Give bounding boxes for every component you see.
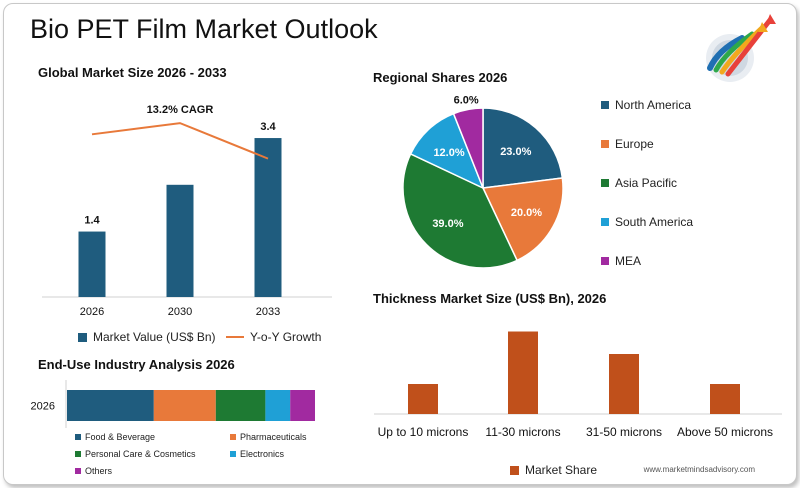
legend-swatch — [75, 434, 81, 440]
legend-label: Asia Pacific — [615, 176, 678, 190]
legend-swatch — [230, 451, 236, 457]
annotation-cagr: 13.2% CAGR — [147, 104, 214, 116]
segment-pharmaceuticals — [153, 390, 216, 421]
thickness-title: Thickness Market Size (US$ Bn), 2026 — [373, 291, 607, 306]
market-size-title: Global Market Size 2026 - 2033 — [38, 65, 227, 80]
legend-label-market-value: Market Value (US$ Bn) — [93, 330, 216, 344]
pie-label-south-america: 12.0% — [433, 147, 464, 159]
legend-label: South America — [615, 215, 694, 229]
x-tick-thickness-2: 31-50 microns — [586, 425, 662, 439]
legend-swatch-yoy-growth — [226, 336, 244, 338]
x-tick-2030: 2030 — [168, 306, 192, 318]
legend-label-yoy-growth: Y-o-Y Growth — [250, 330, 322, 344]
legend-europe: Europe — [601, 137, 654, 151]
page-title: Bio PET Film Market Outlook — [30, 14, 378, 44]
bar-market-value-2026 — [78, 231, 106, 297]
bar-market-value-2033 — [254, 138, 282, 297]
bar-market-value-2030 — [166, 184, 194, 297]
legend-mea: MEA — [601, 254, 641, 268]
legend-swatch — [601, 257, 609, 265]
segment-others — [290, 390, 315, 421]
pie-slice-europe — [481, 177, 564, 262]
legend-yoy-growth: Y-o-Y Growth — [226, 330, 321, 344]
legend-label: Food & Beverage — [85, 432, 156, 442]
thickness-chart: Up to 10 microns 11-30 microns 31-50 micro… — [374, 331, 782, 439]
x-tick-2026: 2026 — [80, 306, 104, 318]
legend-label: MEA — [615, 254, 642, 268]
segment-personal-care-cosmetics — [215, 390, 266, 421]
legend-market-share: Market Share — [510, 463, 597, 477]
pie-slice-south-america — [409, 112, 485, 190]
x-tick-thickness-0: Up to 10 microns — [378, 425, 469, 439]
pie-label-europe: 20.0% — [511, 207, 542, 219]
y-tick-2026: 2026 — [31, 401, 55, 413]
legend-asia-pacific: Asia Pacific — [601, 176, 677, 190]
bar-thickness-0 — [408, 384, 438, 414]
legend-swatch-market-share — [510, 465, 519, 475]
legend-swatch — [601, 218, 609, 226]
legend-swatch — [75, 451, 81, 457]
legend-swatch — [601, 140, 609, 148]
pie-slice-asia-pacific — [402, 152, 519, 269]
regional-shares-pie: 23.0% 20.0% 39.0% 12.0% 6.0% — [402, 95, 564, 269]
x-tick-2033: 2033 — [256, 306, 280, 318]
legend-label: Europe — [615, 137, 654, 151]
bar-thickness-2 — [609, 354, 639, 414]
legend-pharmaceuticals: Pharmaceuticals — [230, 432, 307, 442]
legend-swatch — [230, 434, 236, 440]
legend-swatch — [601, 179, 609, 187]
legend-label: Personal Care & Cosmetics — [85, 449, 196, 459]
bar-thickness-1 — [508, 331, 538, 414]
legend-south-america: South America — [601, 215, 693, 229]
segment-electronics — [265, 390, 291, 421]
end-use-chart: 2026 — [31, 380, 315, 428]
legend-swatch — [601, 101, 609, 109]
pie-slice-mea — [452, 107, 484, 189]
end-use-title: End-Use Industry Analysis 2026 — [38, 357, 235, 372]
line-yoy-growth — [91, 122, 269, 160]
pie-label-asia-pacific: 39.0% — [432, 218, 463, 230]
legend-market-value: Market Value (US$ Bn) — [78, 330, 216, 344]
legend-label-market-share: Market Share — [525, 463, 598, 477]
legend-label: Others — [85, 466, 113, 476]
x-tick-thickness-1: 11-30 microns — [485, 425, 560, 439]
x-tick-thickness-3: Above 50 microns — [677, 425, 773, 439]
data-label-2026: 1.4 — [84, 215, 100, 227]
pie-label-mea: 6.0% — [454, 95, 479, 107]
legend-label: Electronics — [240, 449, 285, 459]
segment-food-beverage — [67, 390, 154, 421]
legend-electronics: Electronics — [230, 449, 284, 459]
data-label-2033: 3.4 — [260, 121, 276, 133]
footer-url: www.marketmindsadvisory.com — [643, 465, 755, 474]
market-size-chart: 1.4 2026 2030 3.4 2033 13.2% CAGR — [42, 104, 332, 318]
legend-north-america: North America — [601, 98, 691, 112]
pie-slice-north-america — [482, 107, 564, 189]
pie-label-north-america: 23.0% — [500, 146, 531, 158]
legend-others: Others — [75, 466, 112, 476]
legend-personal-care-cosmetics: Personal Care & Cosmetics — [75, 449, 196, 459]
arrows-target-logo-icon — [706, 14, 776, 82]
legend-swatch-market-value — [78, 332, 87, 342]
bar-thickness-3 — [710, 384, 740, 414]
legend-label: Pharmaceuticals — [240, 432, 307, 442]
legend-label: North America — [615, 98, 692, 112]
legend-food-beverage: Food & Beverage — [75, 432, 155, 442]
legend-swatch — [75, 468, 81, 474]
regional-shares-title: Regional Shares 2026 — [373, 70, 508, 85]
